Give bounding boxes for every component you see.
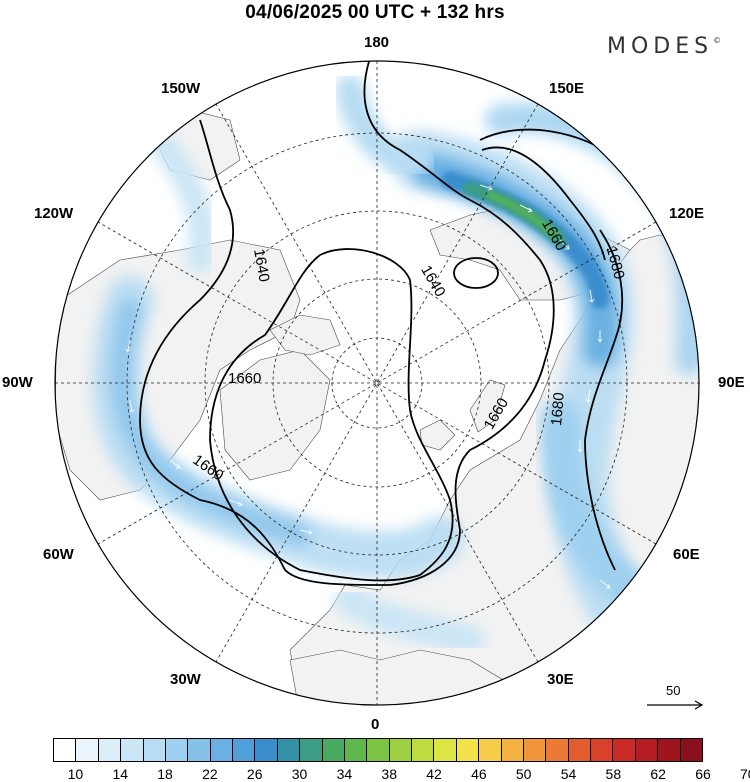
contour-label: 1640 bbox=[250, 247, 273, 283]
lon-label-150e: 150E bbox=[549, 80, 585, 97]
colorbar-swatch bbox=[501, 739, 524, 761]
lon-label-60w: 60W bbox=[43, 546, 74, 563]
lon-label-120e: 120E bbox=[669, 205, 705, 222]
colorbar-tick-label: 42 bbox=[426, 766, 442, 782]
lon-label-60e: 60E bbox=[673, 546, 700, 563]
colorbar-swatch bbox=[300, 739, 323, 761]
colorbar-swatch bbox=[121, 739, 144, 761]
colorbar-swatch bbox=[412, 739, 435, 761]
colorbar-swatch bbox=[210, 739, 233, 761]
colorbar-swatch bbox=[568, 739, 591, 761]
colorbar-tick-labels: 10 14 18 22 26 30 34 38 42 46 50 54 58 62 66 70 bbox=[0, 766, 750, 782]
colorbar-swatch bbox=[658, 739, 681, 761]
lon-label-180: 180 bbox=[364, 34, 390, 51]
contour-1660 bbox=[139, 61, 555, 586]
lon-label-30w: 30W bbox=[170, 671, 201, 688]
lon-label-150w: 150W bbox=[161, 80, 201, 97]
lon-label-120w: 120W bbox=[34, 205, 74, 222]
colorbar-tick-label: 34 bbox=[336, 766, 353, 782]
logo-mark: © bbox=[713, 36, 722, 45]
graticule bbox=[55, 61, 699, 705]
colorbar-swatch bbox=[367, 739, 390, 761]
colorbar-tick-label: 14 bbox=[112, 766, 129, 782]
lon-label-30e: 30E bbox=[547, 671, 574, 688]
land-greenland bbox=[219, 349, 331, 481]
lon-label-0: 0 bbox=[371, 716, 380, 733]
colorbar-tick-label: 18 bbox=[157, 766, 173, 782]
colorbar-swatch bbox=[523, 739, 547, 761]
colorbar-swatch bbox=[255, 739, 278, 761]
colorbar-swatch bbox=[188, 739, 211, 761]
colorbar-tick-label: 22 bbox=[202, 766, 218, 782]
colorbar-swatch bbox=[165, 739, 189, 761]
lon-label-90w: 90W bbox=[2, 374, 33, 391]
colorbar-tick-label: 46 bbox=[471, 766, 487, 782]
colorbar-swatch bbox=[344, 739, 368, 761]
lon-label-90e: 90E bbox=[718, 374, 745, 391]
reference-vector-label: 50 bbox=[666, 683, 681, 698]
colorbar-swatch bbox=[546, 739, 569, 761]
colorbar-swatch bbox=[277, 739, 301, 761]
colorbar-swatch bbox=[613, 739, 636, 761]
reference-vector-arrow bbox=[647, 700, 704, 710]
colorbar-tick-label: 10 bbox=[67, 766, 84, 782]
colorbar-tick-label: 70 bbox=[740, 766, 750, 782]
logo-text: MODES bbox=[607, 34, 714, 59]
colorbar-swatch bbox=[389, 739, 412, 761]
colorbar-tick-label: 30 bbox=[291, 766, 308, 782]
colorbar-tick-label: 50 bbox=[515, 766, 532, 782]
land-canadian-archipelago bbox=[269, 314, 341, 356]
colorbar-swatch bbox=[456, 739, 480, 761]
colorbar-tick-label: 66 bbox=[695, 766, 711, 782]
contour-1660-closed-low bbox=[453, 257, 499, 289]
colorbar-tick-label: 62 bbox=[650, 766, 666, 782]
colorbar-swatch bbox=[591, 739, 614, 761]
colorbar-swatch bbox=[322, 739, 345, 761]
colorbar-swatch bbox=[54, 739, 77, 761]
contour-label: 1660 bbox=[228, 370, 261, 387]
contour-label: 1680 bbox=[548, 392, 568, 427]
colorbar-tick-label: 26 bbox=[246, 766, 263, 782]
colorbar-swatch bbox=[680, 739, 702, 761]
colorbar-swatch bbox=[76, 739, 99, 761]
colorbar-swatch bbox=[233, 739, 256, 761]
colorbar-swatch bbox=[479, 739, 502, 761]
modes-logo: MODES© bbox=[607, 34, 721, 59]
colorbar-tick-label: 38 bbox=[381, 766, 397, 782]
contour-1640 bbox=[209, 248, 454, 582]
colorbar-tick-label: 58 bbox=[605, 766, 622, 782]
colorbar-swatch bbox=[98, 739, 122, 761]
wind-speed-colorbar bbox=[53, 738, 703, 762]
colorbar-swatch bbox=[143, 739, 166, 761]
land-novaya-zemlya bbox=[469, 379, 506, 433]
colorbar-tick-label: 54 bbox=[560, 766, 577, 782]
map-boundary bbox=[54, 60, 700, 706]
colorbar-swatch bbox=[635, 739, 659, 761]
map-title: 04/06/2025 00 UTC + 132 hrs bbox=[245, 2, 505, 23]
colorbar-swatch bbox=[434, 739, 457, 761]
